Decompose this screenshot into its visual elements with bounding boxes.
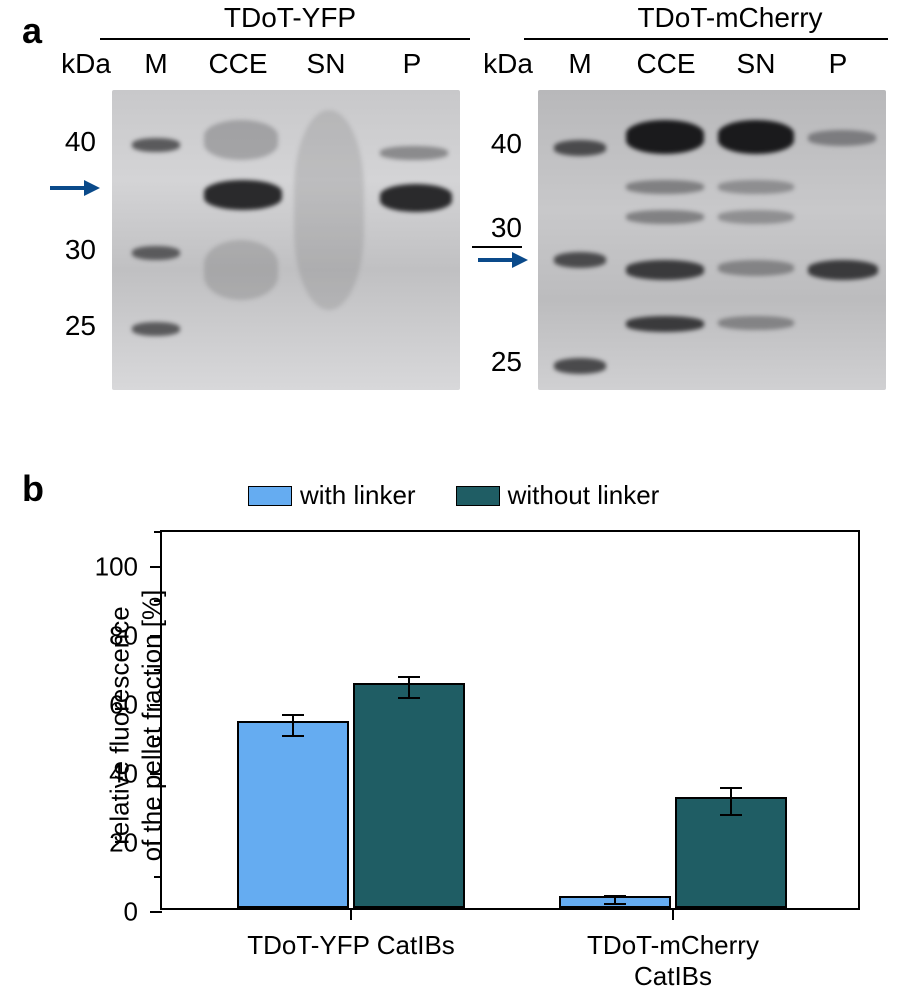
chart-xlabel: TDoT-YFP CatIBs bbox=[247, 930, 455, 961]
gel2-lane-cce: CCE bbox=[626, 48, 706, 80]
legend-label-with-linker: with linker bbox=[300, 480, 416, 511]
gel2-lane-sn: SN bbox=[726, 48, 786, 80]
chart-errorcap bbox=[282, 735, 304, 737]
chart-ytick-minor bbox=[154, 531, 162, 533]
legend-without-linker: without linker bbox=[456, 480, 660, 511]
gel1-marker-25: 25 bbox=[46, 310, 96, 342]
chart-ylabel-line1: relative fluorescence bbox=[105, 536, 136, 916]
gel2-title-bar bbox=[524, 38, 888, 40]
chart-plot-area: 020406080100TDoT-YFP CatIBsTDoT-mCherry … bbox=[160, 530, 860, 910]
legend-swatch-with-linker bbox=[248, 486, 292, 506]
chart-xlabel: TDoT-mCherry CatIBs bbox=[581, 930, 766, 992]
gel1-arrow-head bbox=[84, 180, 100, 196]
gel1-arrow-line bbox=[50, 186, 84, 190]
gel2-marker-40: 40 bbox=[472, 128, 522, 160]
chart-errorcap bbox=[398, 697, 420, 699]
chart-xtick bbox=[672, 908, 674, 920]
legend-with-linker: with linker bbox=[248, 480, 416, 511]
gel1-image bbox=[112, 90, 460, 390]
gel2-image bbox=[538, 90, 886, 390]
chart-legend: with linker without linker bbox=[248, 480, 659, 511]
chart-errorcap bbox=[604, 903, 626, 905]
chart-ylabel-line2: of the pellet fraction [%] bbox=[137, 536, 168, 916]
gel1-lane-sn: SN bbox=[296, 48, 356, 80]
gel1-lane-p: P bbox=[382, 48, 442, 80]
gel1-lane-m: M bbox=[126, 48, 186, 80]
gel2-arrow-line bbox=[478, 258, 512, 262]
chart-errorbar bbox=[730, 788, 732, 816]
gel2-kda: kDa bbox=[478, 48, 538, 80]
figure-root: a TDoT-YFP kDa M CCE SN P 40 30 25 TDoT-… bbox=[0, 0, 898, 990]
chart-errorcap bbox=[282, 714, 304, 716]
chart-errorbar bbox=[292, 715, 294, 736]
gel1-title: TDoT-YFP bbox=[140, 2, 440, 34]
gel1-lane-cce: CCE bbox=[198, 48, 278, 80]
chart-region: with linker without linker 020406080100T… bbox=[20, 480, 878, 980]
gel2-marker-25: 25 bbox=[472, 346, 522, 378]
chart-errorcap bbox=[604, 895, 626, 897]
legend-label-without-linker: without linker bbox=[508, 480, 660, 511]
gel2-marker-30: 30 bbox=[472, 212, 522, 248]
legend-swatch-without-linker bbox=[456, 486, 500, 506]
chart-errorbar bbox=[408, 677, 410, 698]
gel2-lane-p: P bbox=[808, 48, 868, 80]
gel2-lane-m: M bbox=[550, 48, 610, 80]
gel2-title: TDoT-mCherry bbox=[570, 2, 890, 34]
gel1-marker-30: 30 bbox=[46, 234, 96, 266]
gel2-arrow-head bbox=[512, 252, 528, 268]
gel1-title-bar bbox=[100, 38, 470, 40]
chart-errorcap bbox=[398, 676, 420, 678]
chart-errorcap bbox=[720, 787, 742, 789]
gel1-marker-40: 40 bbox=[46, 126, 96, 158]
chart-bar bbox=[237, 721, 349, 908]
gel1-kda: kDa bbox=[56, 48, 116, 80]
panel-a-label: a bbox=[22, 10, 42, 52]
chart-errorcap bbox=[720, 814, 742, 816]
chart-xtick bbox=[350, 908, 352, 920]
chart-bar bbox=[353, 683, 465, 908]
